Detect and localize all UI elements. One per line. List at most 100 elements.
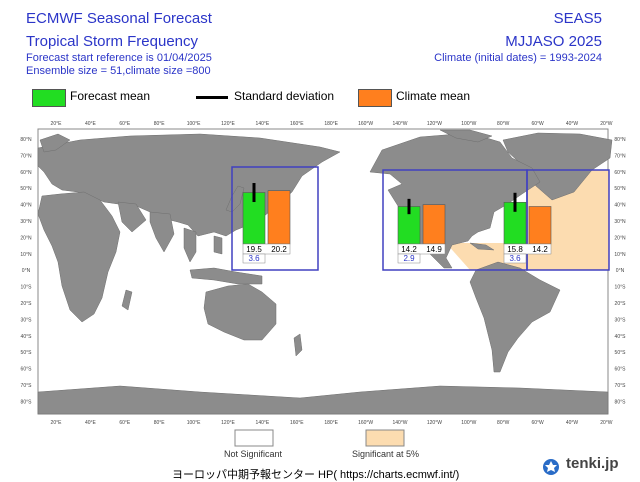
legend-sd-swatch: [196, 96, 228, 99]
region-bars: 19.5 20.2 3.6 14.2 14.9 2.9 15.8 14.2 3.6: [242, 183, 552, 264]
climate-mean-value: 14.9: [426, 245, 442, 254]
lat-tick-label: 80°N: [614, 137, 626, 143]
land-japan: [225, 185, 245, 213]
climate-mean-bar: [422, 204, 446, 245]
lat-tick-label: 70°S: [21, 383, 33, 389]
land-india: [149, 211, 175, 253]
significant-swatch: [365, 429, 405, 447]
lat-tick-label: 60°N: [614, 170, 626, 176]
lon-tick-label: 40°E: [85, 121, 97, 127]
lat-tick-label: 40°N: [614, 203, 626, 209]
forecast-mean-value: 15.8: [507, 245, 523, 254]
lon-tick-label: 60°E: [119, 420, 131, 426]
legend-sd-label: Standard deviation: [234, 89, 335, 103]
land-indonesia: [189, 267, 263, 285]
lon-tick-label: 140°W: [392, 121, 407, 127]
lon-tick-label: 140°W: [392, 420, 407, 426]
lon-tick-label: 100°W: [461, 121, 476, 127]
legend-climate-swatch: [358, 89, 392, 107]
lat-tick-label: 50°N: [20, 186, 32, 192]
lon-tick-label: 120°W: [427, 420, 442, 426]
lat-tick-label: 10°N: [614, 252, 626, 258]
lon-tick-label: 140°E: [256, 121, 270, 127]
region-box-west-pacific: [231, 166, 319, 271]
page-subtitle: Tropical Storm Frequency: [26, 33, 199, 50]
lat-tick-label: 10°N: [20, 252, 32, 258]
land-scandinavia: [39, 133, 71, 153]
longitude-axis-bottom: 20°E 40°E 60°E 80°E 100°E 120°E 140°E 160°E 180°…: [51, 420, 613, 426]
land-arctic-islands: [439, 129, 493, 143]
land-new-zealand: [293, 333, 303, 357]
ensemble-size-info: Ensemble size = 51,climate size =800: [26, 65, 211, 77]
standard-deviation-value: 2.9: [403, 254, 415, 263]
latitude-axis-left: 80°N 70°N 60°N 50°N 40°N 30°N 20°N 10°N 0°N 10°S 2…: [20, 137, 32, 405]
lon-tick-label: 80°E: [154, 420, 166, 426]
lat-tick-label: 20°S: [615, 301, 627, 307]
lat-tick-label: 70°S: [615, 383, 627, 389]
value-label-box: [503, 243, 552, 255]
lon-tick-label: 60°E: [119, 121, 131, 127]
climate-mean-bar: [528, 206, 552, 245]
land-australia: [203, 283, 277, 341]
land-africa: [37, 191, 121, 323]
lon-tick-label: 160°E: [290, 121, 304, 127]
sd-label-box: [242, 253, 266, 264]
standard-deviation-value: 3.6: [248, 254, 260, 263]
climate-dates-info: Climate (initial dates) = 1993-2024: [434, 52, 602, 64]
lon-tick-label: 80°W: [497, 121, 510, 127]
sd-label-box: [503, 253, 527, 264]
lat-tick-label: 30°N: [20, 219, 32, 225]
standard-deviation-value: 3.6: [509, 254, 521, 263]
land-madagascar: [121, 289, 133, 311]
lat-tick-label: 30°S: [615, 317, 627, 323]
land-south-america: [469, 261, 561, 373]
page-title: ECMWF Seasonal Forecast: [26, 10, 212, 27]
lon-tick-label: 100°E: [187, 121, 201, 127]
lat-tick-label: 0°N: [22, 268, 31, 274]
lon-tick-label: 20°W: [600, 420, 613, 426]
lon-tick-label: 160°W: [358, 121, 373, 127]
climate-mean-value: 20.2: [271, 245, 287, 254]
lat-tick-label: 20°N: [20, 235, 32, 241]
lat-tick-label: 60°S: [21, 367, 33, 373]
brand-name: tenki.jp: [566, 455, 619, 472]
lat-tick-label: 70°N: [614, 153, 626, 159]
lat-tick-label: 50°N: [614, 186, 626, 192]
not-significant-swatch: [234, 429, 274, 447]
lon-tick-label: 120°W: [427, 121, 442, 127]
forecast-mean-value: 19.5: [246, 245, 262, 254]
longitude-axis-top: 20°E 40°E 60°E 80°E 100°E 120°E 140°E 160°E 180°…: [51, 121, 613, 127]
forecast-start-info: Forecast start reference is 01/04/2025: [26, 52, 212, 64]
land: [37, 129, 613, 415]
lon-tick-label: 140°E: [256, 420, 270, 426]
lat-tick-label: 60°S: [615, 367, 627, 373]
lat-tick-label: 80°S: [21, 399, 33, 405]
land-caribbean: [469, 242, 495, 251]
lon-tick-label: 120°E: [221, 420, 235, 426]
lat-tick-label: 10°S: [21, 285, 33, 291]
lat-tick-label: 40°S: [615, 334, 627, 340]
land-philippines: [213, 235, 223, 255]
value-label-box: [397, 243, 446, 255]
not-significant-label: Not Significant: [224, 449, 283, 459]
system-name: SEAS5: [553, 10, 602, 27]
lon-tick-label: 100°E: [187, 420, 201, 426]
lon-tick-label: 20°E: [51, 121, 63, 127]
lat-tick-label: 40°S: [21, 334, 33, 340]
lat-tick-label: 20°N: [614, 235, 626, 241]
lon-tick-label: 160°W: [358, 420, 373, 426]
lat-tick-label: 30°N: [614, 219, 626, 225]
brand-text: tenki.jp: [566, 455, 619, 472]
lat-tick-label: 30°S: [21, 317, 33, 323]
lon-tick-label: 60°W: [531, 420, 544, 426]
lon-tick-label: 80°W: [497, 420, 510, 426]
land-antarctica: [37, 385, 609, 415]
land-arabia: [117, 201, 147, 233]
lon-tick-label: 160°E: [290, 420, 304, 426]
source-credit: ヨーロッパ中期予報センター HP( https://charts.ecmwf.i…: [172, 469, 460, 481]
lat-tick-label: 0°N: [616, 268, 625, 274]
significant-label: Significant at 5%: [352, 449, 420, 459]
lat-tick-label: 60°N: [20, 170, 32, 176]
lat-tick-label: 70°N: [20, 153, 32, 159]
